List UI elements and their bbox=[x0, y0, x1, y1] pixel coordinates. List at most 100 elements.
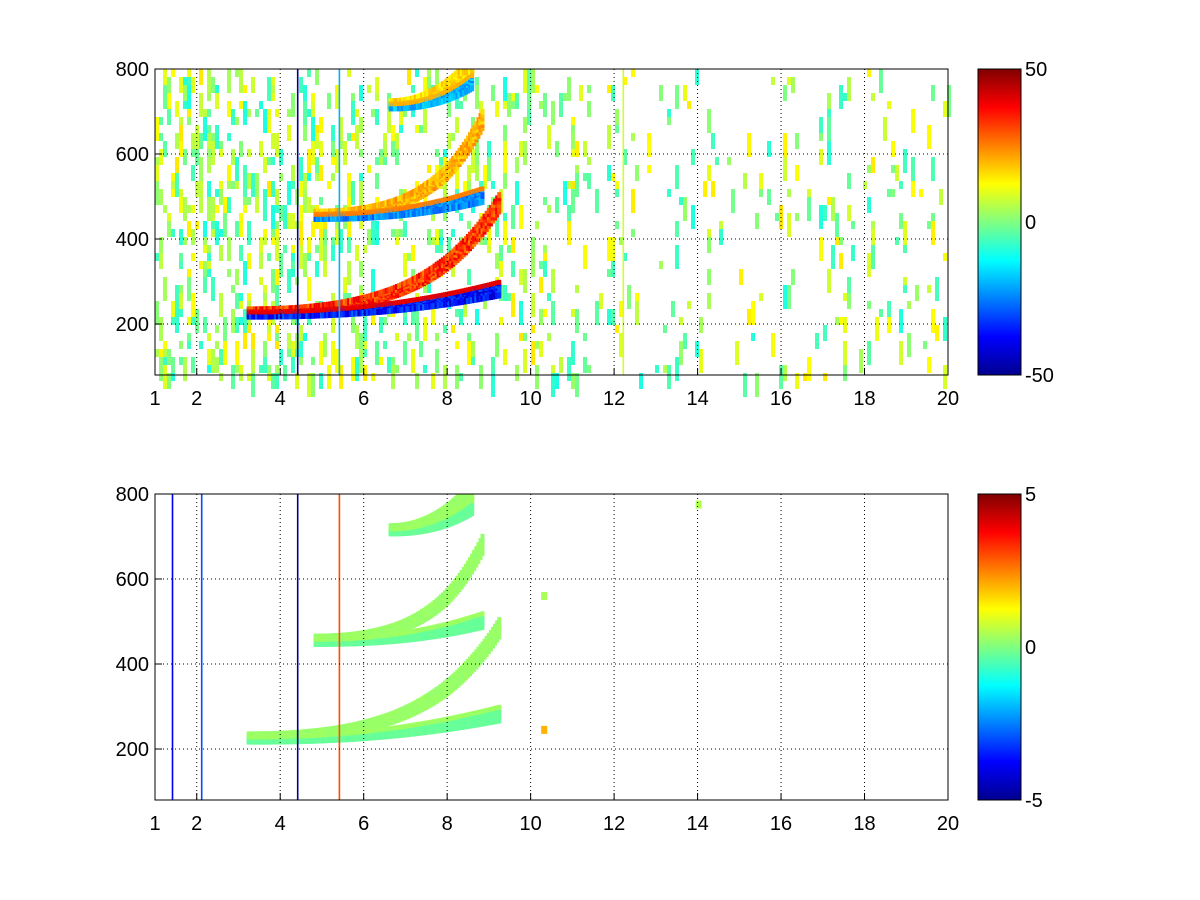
noise-cell bbox=[431, 213, 435, 221]
band-cell-upper bbox=[363, 204, 368, 211]
band-cell-upper bbox=[470, 229, 475, 236]
band-core-cell bbox=[251, 309, 255, 315]
band-core-cell bbox=[428, 95, 433, 101]
band-core-cell bbox=[392, 206, 397, 212]
noise-cell bbox=[323, 229, 327, 245]
noise-cell bbox=[187, 69, 191, 77]
noise-cell bbox=[359, 221, 363, 229]
noise-cell bbox=[807, 197, 811, 221]
noise-cell bbox=[391, 365, 395, 389]
noise-cell bbox=[191, 205, 195, 213]
noise-cell bbox=[379, 317, 383, 333]
noise-cell bbox=[447, 237, 451, 253]
band-core-cell bbox=[436, 293, 441, 299]
noise-cell bbox=[539, 101, 543, 109]
noise-cell bbox=[251, 333, 255, 349]
noise-cell bbox=[731, 189, 735, 213]
band-cell-upper bbox=[445, 253, 450, 260]
noise-cell bbox=[283, 365, 287, 381]
band-core-cell bbox=[344, 305, 349, 311]
band-cell-upper bbox=[480, 115, 485, 122]
noise-cell bbox=[251, 173, 255, 197]
noise-cell bbox=[587, 365, 591, 373]
noise-cell bbox=[483, 237, 487, 245]
band-cell-lower bbox=[313, 215, 318, 222]
noise-cell bbox=[227, 269, 231, 277]
noise-cell bbox=[183, 101, 187, 109]
x-tick-label: 12 bbox=[603, 388, 625, 410]
band-cell-upper bbox=[465, 234, 470, 240]
top-colorbar-gradient bbox=[978, 69, 1021, 375]
band-cell-upper bbox=[407, 278, 412, 285]
band-core-cell bbox=[461, 79, 466, 85]
noise-cell bbox=[351, 181, 355, 205]
band-cell-lower bbox=[468, 86, 472, 93]
noise-cell bbox=[179, 341, 183, 349]
noise-cell bbox=[283, 205, 287, 229]
noise-cell bbox=[383, 141, 387, 157]
noise-cell bbox=[611, 173, 615, 181]
band-cell-upper bbox=[313, 303, 318, 310]
noise-cell bbox=[331, 173, 335, 181]
band-cell-upper bbox=[330, 301, 335, 308]
band-cell-lower bbox=[428, 303, 433, 310]
band-cell-lower bbox=[422, 209, 427, 216]
noise-cell bbox=[175, 133, 179, 149]
band-core-cell bbox=[461, 192, 466, 198]
noise-cell bbox=[847, 277, 851, 293]
band-cell-upper bbox=[299, 304, 303, 311]
noise-cell bbox=[843, 293, 847, 301]
band-core-cell bbox=[324, 211, 328, 217]
band-cell-upper bbox=[292, 730, 297, 736]
noise-cell bbox=[415, 69, 419, 77]
band-core-cell bbox=[451, 290, 456, 296]
band-cell-upper bbox=[374, 716, 379, 723]
noise-cell bbox=[803, 373, 807, 381]
noise-cell bbox=[203, 117, 207, 141]
noise-cell bbox=[539, 261, 543, 269]
noise-cell bbox=[267, 77, 271, 101]
band-core-cell bbox=[453, 290, 458, 296]
noise-cell bbox=[395, 149, 399, 165]
band-core-cell bbox=[338, 211, 343, 217]
noise-cell bbox=[571, 373, 575, 389]
band-cell-lower bbox=[401, 212, 406, 218]
noise-cell bbox=[827, 141, 831, 165]
band-cell-lower bbox=[324, 737, 328, 744]
band-core-cell bbox=[395, 101, 399, 107]
noise-cell bbox=[303, 125, 307, 141]
noise-cell bbox=[235, 269, 239, 285]
noise-cell bbox=[283, 245, 287, 253]
band-cell-lower bbox=[317, 737, 322, 744]
noise-cell bbox=[403, 309, 407, 317]
noise-cell bbox=[383, 157, 387, 165]
noise-cell bbox=[215, 125, 219, 133]
noise-cell bbox=[199, 93, 203, 117]
noise-cell bbox=[379, 157, 383, 165]
noise-cell bbox=[179, 293, 183, 317]
noise-cell bbox=[235, 157, 239, 165]
noise-cell bbox=[323, 333, 327, 357]
noise-cell bbox=[551, 301, 555, 325]
band-cell-upper bbox=[357, 720, 362, 727]
band-core-cell bbox=[263, 309, 268, 315]
noise-cell bbox=[319, 165, 323, 181]
band-cell-lower bbox=[484, 294, 489, 301]
noise-cell bbox=[239, 293, 243, 301]
noise-cell bbox=[271, 133, 275, 149]
band-cell-upper bbox=[424, 269, 429, 275]
band-core-cell bbox=[376, 727, 381, 733]
noise-cell bbox=[223, 213, 227, 237]
band-cell-upper bbox=[344, 298, 349, 305]
noise-cell bbox=[219, 189, 223, 205]
noise-cell bbox=[475, 85, 479, 109]
noise-cell bbox=[663, 365, 667, 373]
noise-cell bbox=[511, 293, 515, 317]
band-cell-upper bbox=[307, 303, 312, 310]
noise-cell bbox=[215, 93, 219, 109]
band-cell-upper bbox=[417, 93, 422, 100]
band-cell-lower bbox=[465, 202, 470, 209]
band-cell-upper bbox=[280, 305, 285, 312]
band-core-cell bbox=[459, 192, 464, 198]
